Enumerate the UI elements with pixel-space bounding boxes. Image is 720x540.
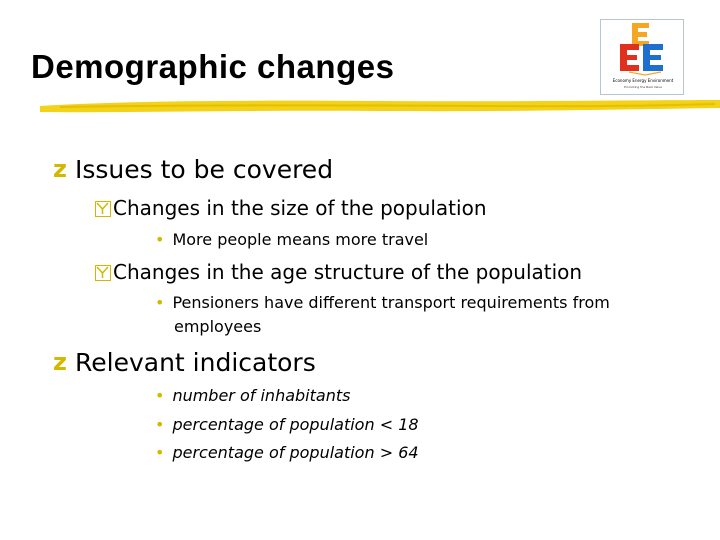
indicator-point: • number of inhabitants [155, 386, 351, 405]
bullet-point-continuation: employees [174, 317, 262, 336]
indicator-point: • percentage of population > 64 [155, 443, 419, 462]
dot-bullet-icon: • [155, 386, 165, 405]
title-underline [40, 100, 720, 113]
subitem-text: Changes in the age structure of the popu… [113, 260, 583, 284]
dot-bullet-icon: • [155, 293, 165, 312]
bullet-point: • More people means more travel [155, 230, 429, 249]
z-bullet-icon: z [53, 348, 67, 376]
section-heading: Issues to be covered [75, 155, 334, 184]
eee-logo-icon [620, 23, 663, 76]
section-heading: Relevant indicators [75, 348, 316, 377]
dot-bullet-icon: • [155, 230, 165, 249]
z-bullet-icon: z [53, 155, 67, 183]
bullet-point: • Pensioners have different transport req… [155, 293, 610, 312]
subitem-text: Changes in the size of the population [113, 196, 487, 220]
checkbox-bullet-icon [95, 201, 111, 217]
dot-bullet-icon: • [155, 443, 165, 462]
logo: Economy Energy Environment Promoting the… [600, 19, 684, 95]
dot-bullet-icon: • [155, 415, 165, 434]
indicator-point: • percentage of population < 18 [155, 415, 419, 434]
checkbox-bullet-icon [95, 265, 111, 281]
slide-title: Demographic changes [31, 48, 395, 85]
logo-subcaption: Promoting the Best Value [624, 85, 662, 89]
logo-caption: Economy Energy Environment [612, 78, 674, 83]
